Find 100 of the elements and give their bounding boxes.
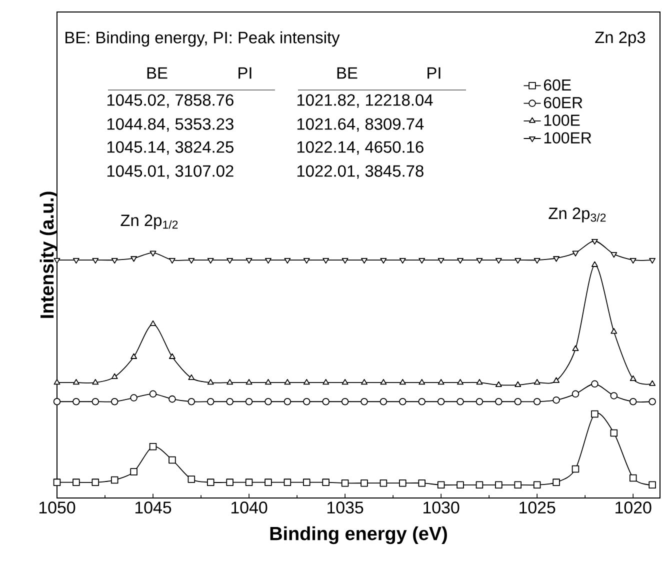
point (399, 479, 406, 487)
point (380, 378, 387, 385)
point (246, 258, 252, 264)
point (130, 394, 138, 402)
point (456, 398, 464, 406)
point (380, 479, 388, 487)
point (341, 398, 349, 406)
point (438, 378, 444, 385)
point (380, 258, 387, 264)
point (342, 258, 348, 264)
text: 1044.84, 5353.23 (107, 118, 234, 132)
point (206, 398, 214, 406)
point (591, 410, 598, 418)
point (149, 442, 157, 450)
point (457, 258, 464, 264)
point (130, 353, 138, 359)
point (418, 398, 426, 406)
point (495, 481, 502, 489)
point (53, 398, 61, 406)
legend-label: 60ER (544, 96, 582, 108)
point (322, 378, 330, 385)
x-tick-label: 1050 (39, 502, 76, 514)
point (130, 256, 138, 262)
point (206, 478, 214, 486)
point (553, 377, 560, 383)
point (399, 378, 406, 385)
point (226, 478, 234, 486)
x-tick-label: 1030 (424, 502, 460, 514)
text: Zn 2p$_{1/2}$ (120, 214, 178, 230)
point (72, 378, 80, 385)
point (207, 378, 214, 385)
point (591, 238, 598, 245)
point (303, 398, 310, 406)
y-axis-title: Intensity (a.u.) (40, 192, 58, 318)
point (92, 398, 100, 406)
point (284, 398, 292, 406)
point (648, 481, 656, 489)
point (72, 398, 80, 406)
point (514, 481, 522, 489)
point (322, 478, 330, 486)
point (111, 258, 118, 264)
point (380, 398, 388, 406)
point (342, 378, 348, 385)
point (649, 380, 656, 386)
x-axis-title: Binding energy (eV) (270, 526, 447, 544)
point (111, 373, 118, 379)
point (245, 478, 253, 486)
point (168, 395, 176, 403)
point (533, 398, 541, 406)
point (360, 398, 368, 406)
x-tick-label: 1045 (135, 502, 172, 514)
point (150, 250, 156, 256)
point (457, 378, 464, 385)
point (188, 398, 196, 406)
point (245, 398, 253, 406)
point (572, 345, 579, 351)
point (207, 258, 214, 264)
point (54, 378, 60, 385)
point (322, 398, 330, 406)
point (341, 479, 349, 487)
point (476, 481, 484, 489)
point (437, 398, 445, 406)
point (53, 478, 61, 486)
text: Zn 2p$_{3/2}$ (548, 208, 606, 222)
point (495, 381, 502, 387)
point (399, 398, 406, 406)
point (149, 390, 157, 398)
point (514, 381, 522, 387)
point (226, 398, 234, 406)
point (534, 378, 540, 385)
text: 1022.14, 4650.16 (297, 141, 424, 155)
legend-label: 100E (544, 114, 580, 126)
point (649, 258, 656, 264)
point (246, 378, 252, 385)
text: Zn 2p3 (595, 32, 646, 46)
point (610, 392, 618, 400)
point (322, 258, 330, 264)
point (130, 468, 138, 476)
point (591, 261, 598, 267)
point (534, 258, 540, 264)
point (169, 353, 176, 359)
point (648, 398, 656, 406)
text: BE (337, 67, 358, 79)
point (303, 478, 310, 486)
text: 1045.01, 3107.02 (107, 165, 234, 179)
point (610, 328, 618, 334)
point (265, 378, 272, 385)
point (92, 478, 100, 486)
point (476, 398, 484, 406)
point (168, 456, 176, 464)
point (72, 258, 80, 264)
point (476, 258, 483, 264)
point (630, 258, 636, 264)
point (438, 258, 444, 264)
point (265, 258, 272, 264)
point (150, 320, 156, 326)
point (552, 478, 560, 486)
point (264, 398, 272, 406)
point (630, 375, 636, 382)
point (284, 378, 291, 385)
